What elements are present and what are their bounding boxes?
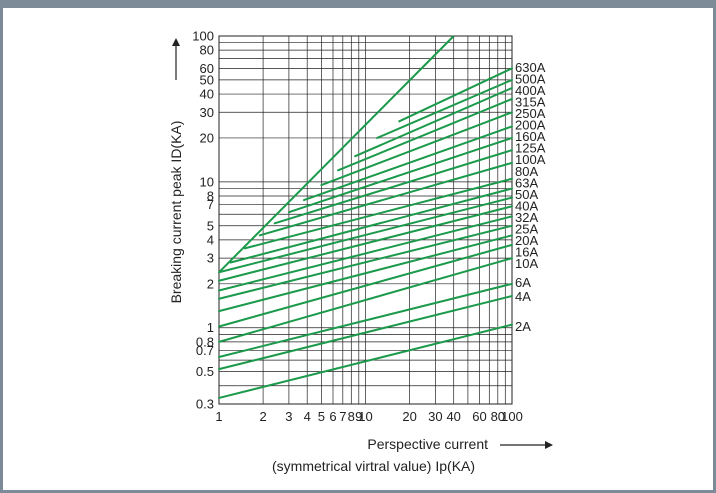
- grid: [218, 35, 513, 405]
- series-label-200A: 200A: [515, 118, 546, 133]
- series-line-6A: [218, 282, 513, 358]
- y-tick-label: 0.5: [196, 364, 214, 379]
- series-label-250A: 250A: [515, 106, 546, 121]
- x-tick-label: 9: [355, 409, 362, 424]
- series-line-16A: [218, 243, 513, 328]
- series-line-25A: [218, 224, 513, 300]
- series-line-10A: [218, 257, 513, 343]
- series-line-125A: [273, 149, 513, 225]
- y-tick-label: 50: [200, 72, 214, 87]
- y-tick-label: 2: [207, 276, 214, 291]
- x-tick-label: 60: [472, 409, 486, 424]
- y-tick-label: 0.3: [196, 397, 214, 412]
- y-tick-label: 3: [207, 251, 214, 266]
- series-line-2A: [218, 323, 513, 399]
- y-tick-label: 20: [200, 130, 214, 145]
- series-label-25A: 25A: [515, 221, 538, 236]
- y-tick-label: 1: [207, 320, 214, 335]
- x-tick-label: 1: [215, 409, 222, 424]
- y-tick-label: 60: [200, 61, 214, 76]
- series-label-630A: 630A: [515, 60, 546, 75]
- y-tick-label: 30: [200, 105, 214, 120]
- cutoff-envelope-line: [218, 35, 455, 273]
- series-line-20A: [218, 234, 513, 313]
- series-label-2A: 2A: [515, 319, 531, 334]
- y-tick-label: 80: [200, 43, 214, 58]
- series-line-200A: [302, 125, 513, 202]
- series-label-160A: 160A: [515, 129, 546, 144]
- y-tick-label: 8: [207, 189, 214, 204]
- x-tick-label: 4: [304, 409, 311, 424]
- series-line-4A: [218, 295, 513, 371]
- series-label-500A: 500A: [515, 72, 546, 87]
- y-axis-arrow: [172, 38, 180, 80]
- series-label-20A: 20A: [515, 233, 538, 248]
- y-tick-label: 4: [207, 232, 214, 247]
- x-tick-label: 30: [428, 409, 442, 424]
- series-line-500A: [376, 78, 513, 139]
- series-label-40A: 40A: [515, 198, 538, 213]
- y-tick-label: 100: [192, 29, 214, 44]
- plot-border: [218, 35, 513, 405]
- y-axis-title: Breaking current peak ID(KA): [168, 121, 184, 304]
- x-tick-label: 6: [329, 409, 336, 424]
- series-label-50A: 50A: [515, 187, 538, 202]
- series-line-40A: [218, 205, 513, 282]
- series-label-10A: 10A: [515, 256, 538, 271]
- y-tick-label: 7: [207, 197, 214, 212]
- x-tick-label: 5: [318, 409, 325, 424]
- series-line-32A: [218, 215, 513, 292]
- series-line-315A: [337, 97, 513, 172]
- x-axis-title-line2: (symmetrical virtral value) Ip(KA): [272, 458, 475, 474]
- series-line-80A: [243, 177, 513, 250]
- x-tick-label: 8: [348, 409, 355, 424]
- series-line-63A: [229, 187, 513, 264]
- y-tick-label: 0.8: [196, 334, 214, 349]
- series-label-100A: 100A: [515, 152, 546, 167]
- series-label-125A: 125A: [515, 141, 546, 156]
- x-axis-arrow: [500, 441, 553, 449]
- series-line-160A: [287, 136, 513, 214]
- series-label-315A: 315A: [515, 95, 546, 110]
- series-label-63A: 63A: [515, 175, 538, 190]
- series-label-16A: 16A: [515, 244, 538, 259]
- series-label-32A: 32A: [515, 210, 538, 225]
- series-line-400A: [354, 87, 513, 158]
- x-tick-label: 40: [446, 409, 460, 424]
- series-lines: [218, 35, 513, 399]
- series-label-4A: 4A: [515, 289, 531, 304]
- series-line-630A: [398, 67, 513, 123]
- y-tick-label: 10: [200, 174, 214, 189]
- x-tick-label: 100: [501, 409, 523, 424]
- series-line-100A: [258, 161, 513, 237]
- series-label-400A: 400A: [515, 83, 546, 98]
- y-tick-label: 0.7: [196, 343, 214, 358]
- series-line-250A: [320, 111, 513, 187]
- y-tick-label: 40: [200, 87, 214, 102]
- series-label-6A: 6A: [515, 275, 531, 290]
- x-tick-label: 80: [491, 409, 505, 424]
- x-tick-label: 2: [259, 409, 266, 424]
- x-tick-label: 7: [339, 409, 346, 424]
- x-tick-label: 10: [358, 409, 372, 424]
- series-label-80A: 80A: [515, 164, 538, 179]
- series-line-50A: [218, 196, 513, 274]
- x-tick-label: 20: [402, 409, 416, 424]
- x-axis-title-line1: Perspective current: [367, 436, 488, 452]
- x-tick-label: 3: [285, 409, 292, 424]
- y-tick-label: 5: [207, 218, 214, 233]
